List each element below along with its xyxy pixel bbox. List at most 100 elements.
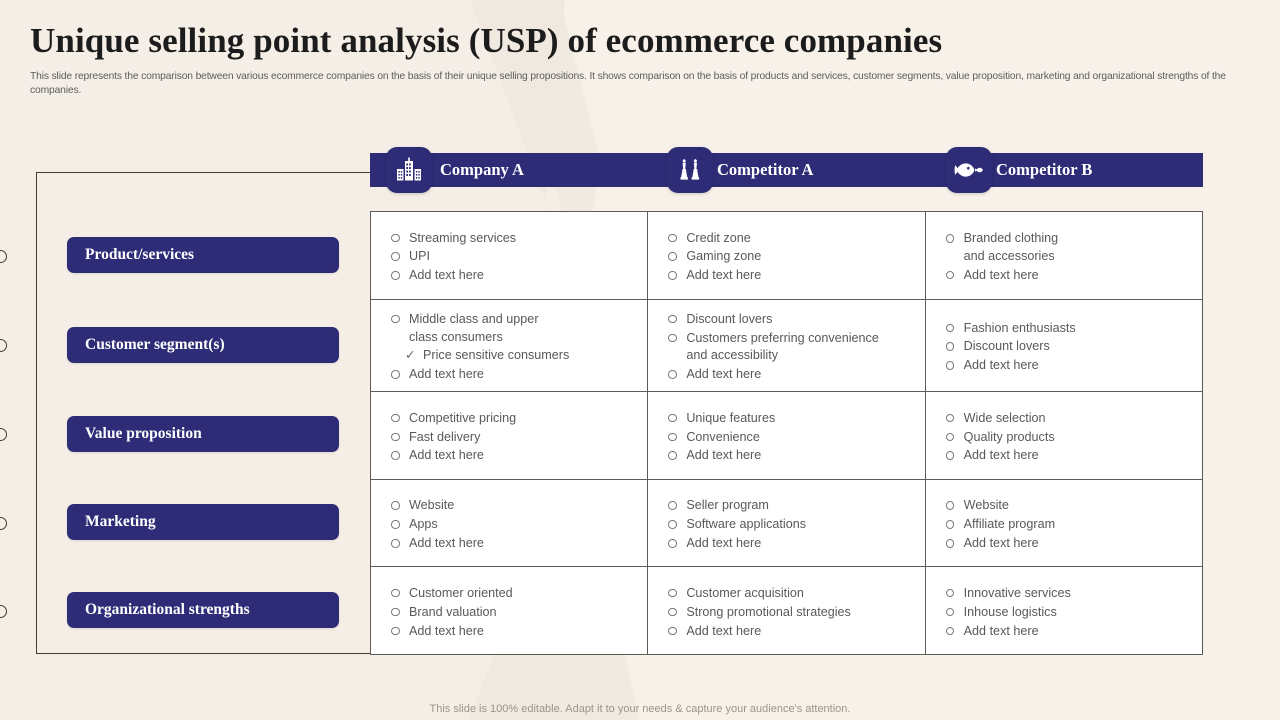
row-label-organizational-strengths[interactable]: Organizational strengths	[67, 592, 339, 628]
bullet-circle-icon	[945, 361, 955, 370]
bullet-circle-icon	[668, 451, 677, 460]
list-item: class consumers	[381, 329, 637, 347]
list-item: Seller program	[658, 497, 914, 515]
table-cell[interactable]: Customer oriented Brand valuation Add te…	[371, 567, 649, 654]
table-cell[interactable]: Seller program Software applications Add…	[648, 479, 926, 567]
list-item-text: Customer acquisition	[686, 585, 804, 600]
list-item-text: Wide selection	[963, 410, 1046, 425]
list-item: Add text here	[936, 447, 1192, 465]
list-item: Customer oriented	[381, 585, 637, 603]
cell-list: Wide selection Quality products Add text…	[936, 410, 1192, 467]
bullet-circle-icon	[391, 588, 400, 598]
list-item-text: Add text here	[963, 267, 1039, 282]
table-cell[interactable]: Streaming services UPI Add text here	[371, 212, 649, 299]
list-item-text: Affiliate program	[963, 517, 1056, 532]
list-item-text: Add text here	[963, 623, 1039, 638]
table-row: Website Apps Add text here Seller progra…	[371, 479, 1202, 568]
list-item: Add text here	[936, 535, 1192, 553]
bullet-circle-icon	[391, 501, 400, 510]
slide-header: Unique selling point analysis (USP) of e…	[30, 21, 1250, 98]
bullet-circle-icon	[945, 342, 955, 351]
table-cell[interactable]: Fashion enthusiasts Discount lovers Add …	[926, 300, 1202, 392]
list-item: Unique features	[658, 410, 914, 428]
list-item: Branded clothing	[936, 230, 1192, 248]
bullet-circle-icon	[391, 432, 400, 441]
row-label-marketing[interactable]: Marketing	[67, 504, 339, 540]
cell-list: Customer acquisition Strong promotional …	[658, 585, 914, 642]
table-cell[interactable]: Wide selection Quality products Add text…	[926, 392, 1202, 479]
list-item-text: Fashion enthusiasts	[963, 320, 1076, 335]
bullet-circle-icon	[668, 271, 677, 280]
row-label-value-proposition[interactable]: Value proposition	[67, 416, 339, 452]
bullet-circle-icon	[668, 413, 677, 423]
list-item: Streaming services	[381, 230, 637, 248]
cell-list: Seller program Software applications Add…	[658, 497, 914, 554]
list-item-text: Discount lovers	[686, 311, 773, 326]
column-header-label: Competitor B	[996, 160, 1093, 179]
list-item: Add text here	[658, 267, 914, 285]
list-item-text: Discount lovers	[963, 339, 1050, 354]
comparison-table: Streaming services UPI Add text here Cre…	[370, 211, 1203, 655]
bullet-circle-icon	[668, 607, 677, 617]
list-item-text: Strong promotional strategies	[686, 604, 851, 619]
list-item: Gaming zone	[658, 248, 914, 266]
cell-list: Discount lovers Customers preferring con…	[658, 311, 914, 386]
list-item-text: and accessibility	[686, 348, 779, 363]
cell-list: Customer oriented Brand valuation Add te…	[381, 585, 637, 642]
row-label-customer-segments[interactable]: Customer segment(s)	[67, 327, 339, 363]
bullet-circle-icon	[668, 520, 677, 529]
table-cell[interactable]: Customer acquisition Strong promotional …	[648, 567, 926, 654]
list-item: Software applications	[658, 516, 914, 534]
list-item-text: Middle class and upper	[409, 311, 539, 326]
list-item: ✓ Price sensitive consumers	[381, 347, 637, 365]
list-item-text: and accessories	[963, 248, 1055, 263]
list-item-text: Add text here	[409, 536, 484, 550]
list-item-text: Fast delivery	[409, 429, 481, 444]
bullet-circle-icon	[391, 413, 400, 423]
bullet-circle-icon	[391, 233, 400, 242]
row-label-text: Customer segment(s)	[85, 336, 225, 353]
column-header-label: Company A	[440, 160, 524, 179]
table-row: Streaming services UPI Add text here Cre…	[371, 212, 1202, 300]
bullet-circle-icon	[668, 432, 677, 441]
row-label-product-services[interactable]: Product/services	[67, 237, 339, 273]
table-row: Middle class and upper class consumers ✓…	[371, 299, 1202, 393]
row-label-text: Product/services	[85, 246, 195, 263]
table-cell[interactable]: Website Affiliate program Add text here	[926, 480, 1202, 567]
list-item: Customer acquisition	[658, 585, 914, 603]
bullet-circle-icon	[945, 626, 955, 636]
list-item-text: UPI	[409, 249, 430, 264]
row-label-text: Value proposition	[85, 425, 202, 442]
list-item: Add text here	[658, 623, 914, 641]
row-label-text: Marketing	[85, 513, 156, 530]
list-item: Add text here	[381, 447, 637, 465]
list-item-text: Credit zone	[686, 230, 751, 245]
list-item: Website	[936, 497, 1192, 515]
table-cell[interactable]: Discount lovers Customers preferring con…	[648, 299, 926, 392]
bullet-circle-icon	[391, 271, 400, 280]
list-item-text: Customer oriented	[409, 585, 513, 600]
bullet-circle-icon	[945, 270, 955, 280]
bullet-circle-icon	[945, 323, 955, 333]
list-item: Add text here	[936, 357, 1192, 375]
list-item: Inhouse logistics	[936, 604, 1192, 622]
table-row: Customer oriented Brand valuation Add te…	[371, 567, 1202, 654]
table-cell[interactable]: Unique features Convenience Add text her…	[648, 392, 926, 479]
table-cell[interactable]: Middle class and upper class consumers ✓…	[371, 299, 649, 392]
bullet-circle-icon	[945, 413, 955, 423]
cell-list: Website Affiliate program Add text here	[936, 497, 1192, 554]
list-item-text: Unique features	[686, 410, 776, 425]
list-item: Add text here	[381, 535, 637, 553]
footer-note: This slide is 100% editable. Adapt it to…	[429, 703, 851, 715]
bullet-circle-icon	[668, 539, 677, 548]
table-cell[interactable]: Credit zone Gaming zone Add text here	[648, 212, 926, 299]
table-cell[interactable]: Innovative services Inhouse logistics Ad…	[926, 567, 1202, 654]
list-item: Affiliate program	[936, 516, 1192, 534]
table-cell[interactable]: Competitive pricing Fast delivery Add te…	[371, 392, 649, 479]
list-item-text: Add text here	[686, 448, 762, 463]
table-cell[interactable]: Branded clothing and accessories Add tex…	[926, 212, 1202, 299]
list-item: Credit zone	[658, 230, 914, 248]
list-item-text: Streaming services	[409, 230, 517, 245]
list-item-text: Brand valuation	[409, 604, 497, 619]
table-cell[interactable]: Website Apps Add text here	[371, 479, 649, 567]
